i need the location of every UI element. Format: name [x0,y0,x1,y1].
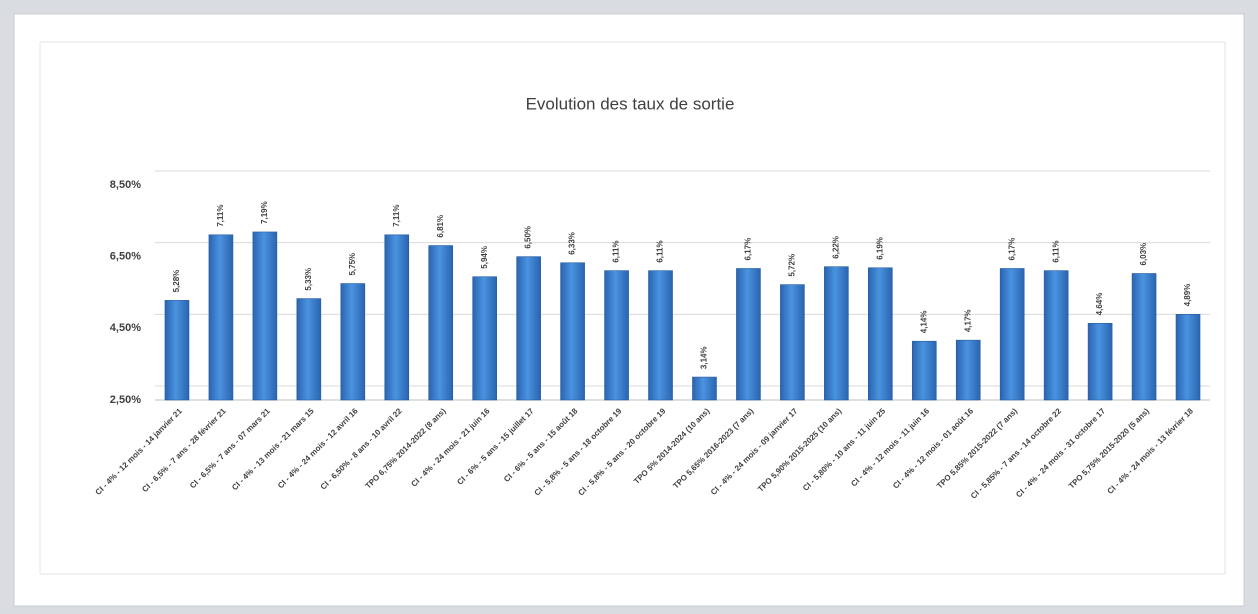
bar [911,340,937,401]
value-label: 6,17% [744,238,753,261]
bar [208,234,234,401]
value-label: 6,33% [568,232,577,255]
value-label: 5,28% [172,270,181,293]
value-label: 4,89% [1183,284,1192,307]
value-label: 3,14% [700,346,709,369]
bar [472,276,497,401]
bar [428,245,454,401]
bar [648,270,673,401]
bar [296,298,322,401]
y-tick-label: 6,50% [110,251,141,263]
bar [164,300,190,401]
value-label: 6,11% [1051,240,1060,262]
value-label: 5,94% [480,246,489,269]
bar [1087,323,1113,401]
value-label: 5,72% [788,254,797,277]
value-label: 6,17% [1007,238,1016,261]
bar [516,256,541,401]
value-label: 7,11% [392,205,401,227]
bar [999,268,1025,401]
bar [736,268,761,401]
value-label: 5,33% [304,268,313,291]
bar [1175,314,1201,401]
value-label: 6,11% [656,240,665,262]
bar [252,231,278,401]
chart-title: Evolution des taux de sortie [526,94,735,113]
y-tick-label: 2,50% [110,394,141,406]
value-label: 6,03% [1139,243,1148,266]
bar [868,267,893,401]
bar [384,234,410,401]
bar [780,284,805,401]
value-label: 4,64% [1095,293,1104,316]
value-label: 4,14% [919,311,928,334]
bar [560,262,585,401]
value-label: 6,22% [831,236,840,259]
value-label: 6,81% [436,215,445,238]
y-tick-label: 8,50% [110,179,141,191]
chart-area [39,41,1226,575]
bar [955,339,981,401]
value-label: 4,17% [963,309,972,332]
value-label: 6,11% [612,240,621,262]
value-label: 7,19% [260,201,269,224]
bar [692,376,717,401]
value-label: 6,50% [524,226,533,249]
bar [1131,273,1157,401]
value-label: 7,11% [216,205,225,227]
bar [340,283,366,401]
bar [604,270,629,401]
value-label: 6,19% [875,237,884,260]
bar [1043,270,1069,401]
bar [824,266,849,401]
value-label: 5,75% [348,253,357,276]
y-tick-label: 4,50% [110,322,141,334]
